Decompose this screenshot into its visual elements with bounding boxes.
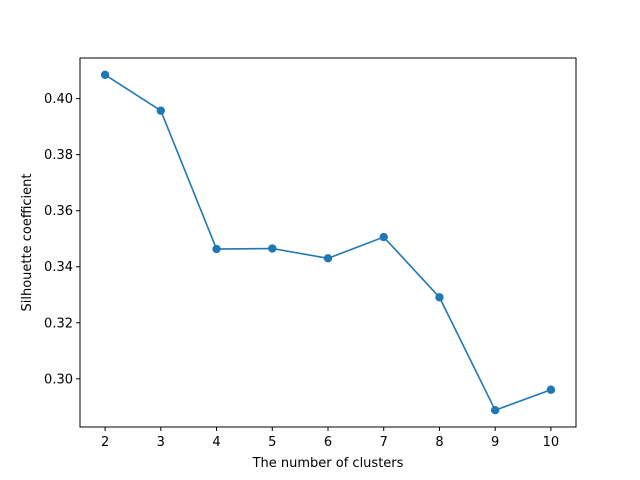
data-point <box>212 244 221 254</box>
x-tick-label: 10 <box>543 435 560 450</box>
plot-layer <box>100 70 556 415</box>
data-point <box>490 405 500 415</box>
data-point <box>323 254 333 263</box>
x-tick-label: 4 <box>212 435 220 450</box>
data-point <box>435 293 444 302</box>
y-tick-label: 0.38 <box>44 148 73 163</box>
y-tick-label: 0.32 <box>44 316 73 331</box>
x-tick-label: 3 <box>157 435 165 450</box>
y-tick-label: 0.30 <box>44 372 73 387</box>
x-tick-label: 6 <box>324 435 332 450</box>
x-axis-label: The number of clusters <box>252 456 404 471</box>
y-axis-ticks: 0.30 0.32 0.34 0.36 0.38 0.40 <box>44 92 80 387</box>
data-point <box>156 106 166 115</box>
x-axis-ticks: 2 3 4 5 6 7 8 9 10 <box>101 427 559 450</box>
data-point <box>268 244 277 253</box>
x-tick-label: 8 <box>435 435 443 450</box>
x-tick-label: 9 <box>491 435 499 450</box>
y-tick-label: 0.34 <box>44 260 73 275</box>
data-point <box>100 70 110 80</box>
data-point <box>379 232 388 242</box>
y-tick-label: 0.40 <box>44 92 73 107</box>
data-point <box>546 385 556 394</box>
x-tick-label: 5 <box>268 435 276 450</box>
y-tick-label: 0.36 <box>44 204 73 219</box>
x-tick-label: 7 <box>380 435 388 450</box>
x-tick-label: 2 <box>101 435 109 450</box>
y-axis-label: Silhouette coefficient <box>20 174 35 312</box>
